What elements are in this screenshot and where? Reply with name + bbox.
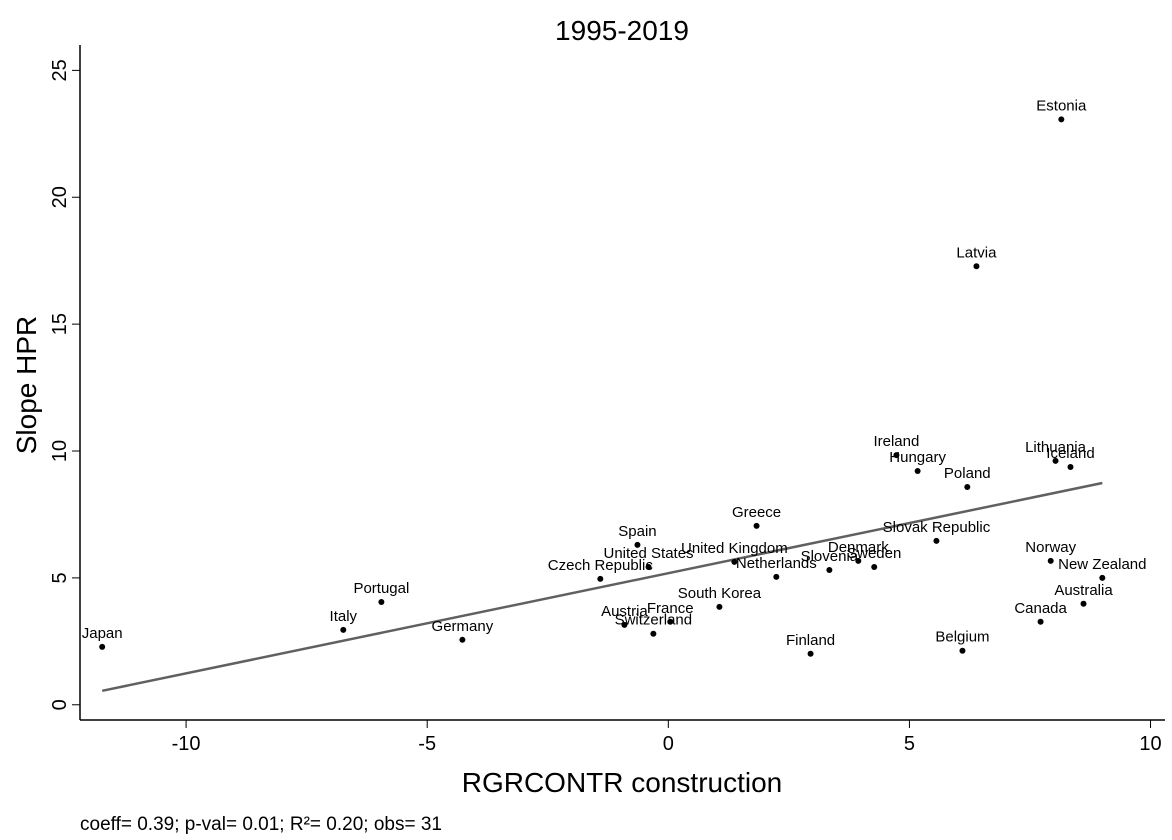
y-axis-label: Slope HPR xyxy=(11,316,42,455)
point-label: Belgium xyxy=(935,629,989,646)
x-tick-label: 5 xyxy=(904,733,915,755)
x-tick-label: 0 xyxy=(663,733,674,755)
point-label: Greece xyxy=(732,504,781,521)
y-tick-label: 0 xyxy=(49,699,71,710)
point xyxy=(731,558,738,565)
point xyxy=(99,643,106,650)
point xyxy=(645,563,652,570)
point xyxy=(959,647,966,654)
fit-line xyxy=(101,481,1103,693)
point-label: Iceland xyxy=(1046,445,1094,462)
point xyxy=(1099,574,1106,581)
point xyxy=(753,522,760,529)
y-tick-label: 15 xyxy=(49,313,71,335)
point xyxy=(1052,457,1059,464)
x-tick-label: 10 xyxy=(1139,733,1161,755)
point-label: South Korea xyxy=(678,585,762,602)
point xyxy=(1047,557,1054,564)
point xyxy=(933,537,940,544)
point-label: Germany xyxy=(432,618,494,635)
point-label: Czech Republic xyxy=(548,557,654,574)
point xyxy=(378,599,385,606)
point xyxy=(855,557,862,564)
point-label: United States xyxy=(604,545,694,562)
chart-title: 1995-2019 xyxy=(555,15,689,46)
y-tick-label: 25 xyxy=(49,59,71,81)
point-label: Japan xyxy=(82,625,123,642)
point xyxy=(667,618,674,625)
point xyxy=(893,452,900,459)
y-tick-label: 5 xyxy=(49,572,71,583)
point-label: Finland xyxy=(786,632,835,649)
point-label: Lithuania xyxy=(1025,439,1087,456)
point-label: Slovenia xyxy=(801,548,859,565)
point xyxy=(807,650,814,657)
y-tick-label: 10 xyxy=(49,440,71,462)
point xyxy=(634,541,641,548)
point-label: Poland xyxy=(944,465,991,482)
point xyxy=(773,573,780,580)
point-label: Norway xyxy=(1025,539,1076,556)
point xyxy=(826,567,833,574)
point xyxy=(621,621,628,628)
point xyxy=(1058,116,1065,123)
point-label: Austria xyxy=(601,603,648,620)
point-label: Denmark xyxy=(828,539,889,556)
point-label: Slovak Republic xyxy=(883,519,991,536)
point-label: Sweden xyxy=(847,545,901,562)
note: coeff= 0.39; p-val= 0.01; R²= 0.20; obs=… xyxy=(80,814,442,835)
point-label: United Kingdom xyxy=(681,540,788,557)
point-label: Portugal xyxy=(353,580,409,597)
point-label: Latvia xyxy=(956,244,997,261)
x-tick-label: -5 xyxy=(418,733,436,755)
point-label: Canada xyxy=(1014,600,1067,617)
point-label: Spain xyxy=(618,523,656,540)
point-label: Netherlands xyxy=(736,555,817,572)
point-label: Estonia xyxy=(1036,97,1087,114)
point-label: New Zealand xyxy=(1058,556,1146,573)
point xyxy=(914,468,921,475)
point xyxy=(1080,600,1087,607)
point xyxy=(973,263,980,270)
point-label: Switzerland xyxy=(615,612,693,629)
point xyxy=(597,575,604,582)
point-label: Hungary xyxy=(889,449,946,466)
point xyxy=(871,563,878,570)
point xyxy=(340,626,347,633)
point xyxy=(1037,618,1044,625)
x-axis-label: RGRCONTR construction xyxy=(462,767,783,798)
point xyxy=(716,603,723,610)
point xyxy=(459,636,466,643)
point-label: Italy xyxy=(330,608,358,625)
y-tick-label: 20 xyxy=(49,186,71,208)
point xyxy=(1067,464,1074,471)
point xyxy=(964,484,971,491)
point xyxy=(650,630,657,637)
point-label: France xyxy=(647,600,694,617)
point-label: Australia xyxy=(1054,582,1113,599)
point-label: Ireland xyxy=(873,433,919,450)
x-tick-label: -10 xyxy=(172,733,201,755)
